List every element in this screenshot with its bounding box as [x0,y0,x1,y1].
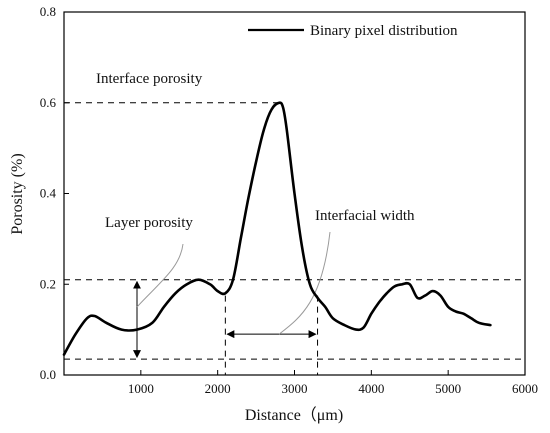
x-axis-title: Distance（μm) [245,406,343,424]
legend-label: Binary pixel distribution [310,23,458,39]
series-line-binary-pixel-distribution [62,101,492,356]
y-axis-ticks: 0.0 0.2 0.4 0.6 0.8 [40,4,69,382]
series-group [62,101,492,356]
y-tick-label: 0.8 [40,4,56,19]
x-tick-label: 5000 [435,381,461,396]
legend: Binary pixel distribution [248,23,458,39]
layer-porosity-pointer [136,243,184,308]
y-tick-label: 0.6 [40,95,57,110]
x-tick-label: 4000 [358,381,384,396]
y-tick-label: 0.0 [40,367,56,382]
interfacial-width-pointer [278,231,331,335]
y-tick-label: 0.2 [40,276,56,291]
annotation-layer-porosity: Layer porosity [105,215,193,231]
x-tick-label: 2000 [205,381,231,396]
x-axis-ticks: 1000 2000 3000 4000 5000 6000 [128,370,538,396]
x-tick-label: 1000 [128,381,154,396]
y-tick-label: 0.4 [40,186,57,201]
annotation-pointers [132,231,331,359]
y-axis-title: Porosity (%) [9,153,26,234]
annotation-interface-porosity: Interface porosity [96,71,203,87]
x-tick-label: 6000 [512,381,538,396]
x-tick-label: 3000 [282,381,308,396]
annotation-interfacial-width: Interfacial width [315,208,415,224]
reference-lines [64,102,525,375]
